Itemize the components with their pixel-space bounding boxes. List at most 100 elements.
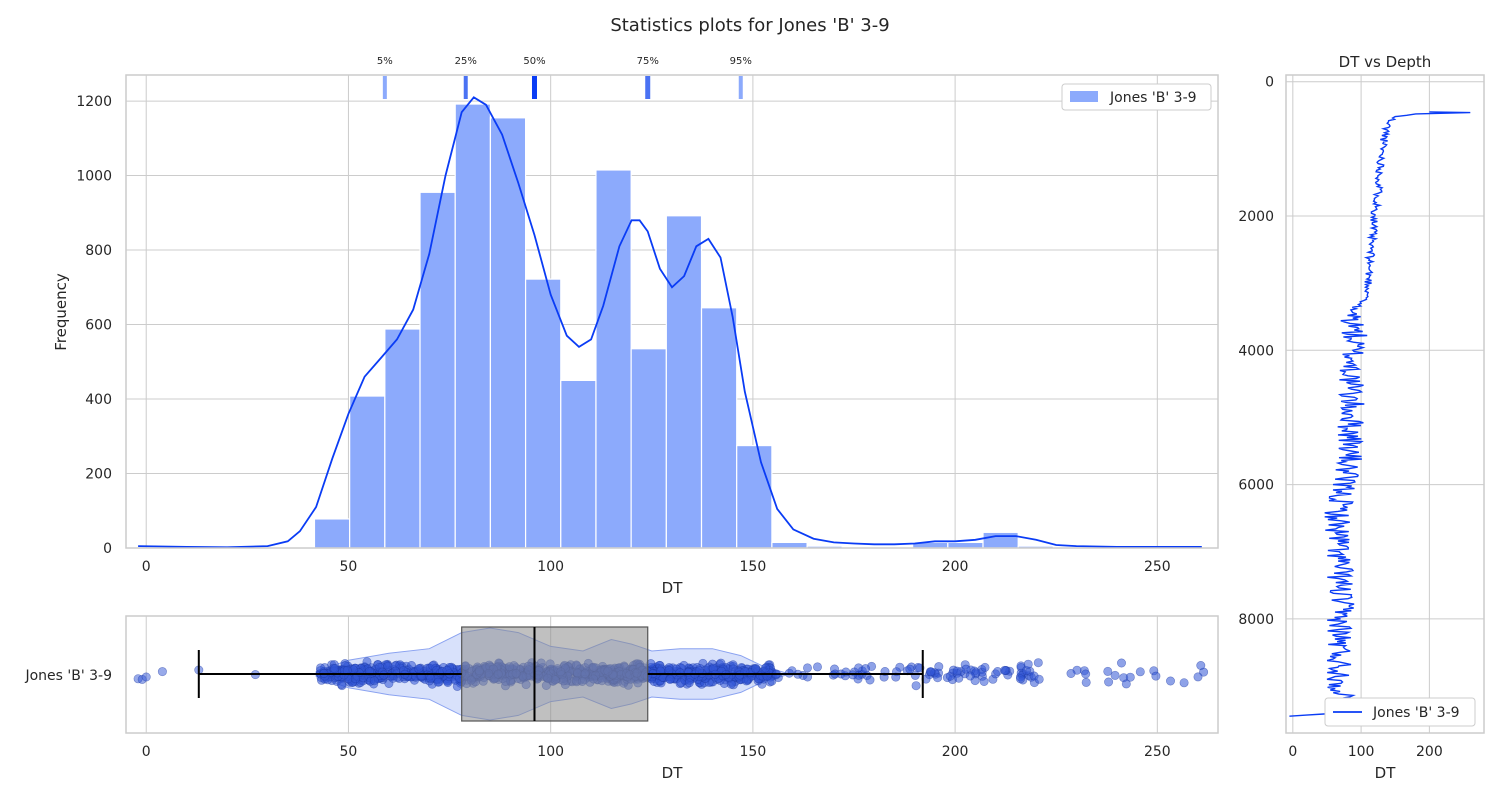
histogram-x-tick: 150 [740, 559, 767, 575]
histogram-y-tick: 1000 [76, 169, 112, 185]
histogram-bar [419, 191, 456, 549]
strip-point [433, 677, 443, 687]
strip-point [1121, 679, 1131, 689]
depth-log-line [1289, 111, 1471, 717]
depth-y-tick: 8000 [1238, 612, 1274, 628]
histogram-bar [947, 541, 984, 549]
histogram-y-tick: 400 [85, 392, 112, 408]
boxplot-panel: 0 50 100 150 200 250 Jones 'B' 3-9 DT [24, 615, 1219, 782]
strip-point [1117, 658, 1127, 668]
box-and-whiskers [197, 626, 924, 722]
percentile-marker [382, 76, 387, 99]
percentile-marker [645, 76, 651, 99]
histogram-bar [700, 307, 738, 549]
histogram-x-tick: 200 [942, 559, 969, 575]
boxplot-x-tick: 50 [340, 744, 358, 760]
strip-point [812, 662, 822, 672]
strip-point [934, 662, 944, 672]
strip-point [965, 671, 975, 681]
histogram-y-tick: 1200 [76, 94, 112, 110]
histogram-bar [384, 328, 421, 549]
strip-point [665, 674, 675, 684]
boxplot-x-label: DT [662, 764, 684, 782]
percentile-label: 5% [377, 56, 393, 67]
histogram-legend-label: Jones 'B' 3-9 [1109, 90, 1197, 106]
strip-point [1033, 658, 1043, 668]
histogram-bar [560, 379, 597, 549]
strip-point [1196, 660, 1206, 670]
histogram-y-tick: 0 [103, 541, 112, 557]
depth-x-label: DT [1375, 764, 1397, 782]
depth-x-ticks: 0 100 200 [1288, 744, 1442, 760]
strip-point [1034, 674, 1044, 684]
strip-point [1081, 669, 1091, 679]
histogram-bar [665, 215, 703, 549]
percentile-marker [463, 76, 468, 99]
depth-y-tick: 0 [1265, 75, 1274, 91]
box-iqr [461, 626, 649, 722]
depth-title: DT vs Depth [1339, 53, 1432, 71]
strip-point [369, 676, 379, 686]
depth-x-tick: 200 [1416, 744, 1443, 760]
strip-point [865, 675, 875, 685]
strip-point [933, 673, 943, 683]
histogram-legend-box [1061, 83, 1212, 111]
histogram-legend: Jones 'B' 3-9 [1061, 83, 1212, 111]
strip-point [676, 678, 686, 688]
strip-point [1125, 672, 1135, 682]
depth-legend: Jones 'B' 3-9 [1324, 697, 1476, 727]
histogram-bar [982, 531, 1019, 549]
boxplot-x-tick: 100 [537, 744, 564, 760]
strip-point [675, 668, 685, 678]
depth-x-tick: 0 [1288, 744, 1297, 760]
histogram-frame [125, 74, 1219, 549]
histogram-x-tick: 100 [537, 559, 564, 575]
strip-point [1015, 674, 1025, 684]
histogram-bar [771, 541, 808, 549]
strip-point [980, 662, 990, 672]
boxplot-frame [125, 615, 1219, 734]
strip-point [350, 674, 360, 684]
strip-point [684, 678, 694, 688]
histogram-y-tick: 800 [85, 243, 112, 259]
strip-point [911, 681, 921, 691]
percentile-marker [738, 76, 743, 99]
strip-point [910, 670, 920, 680]
strip-point [741, 676, 751, 686]
histogram-y-tick: 200 [85, 467, 112, 483]
strip-point [1166, 676, 1176, 686]
figure-title: Statistics plots for Jones 'B' 3-9 [610, 15, 889, 36]
depth-legend-box [1324, 697, 1476, 727]
histogram-x-tick: 250 [1144, 559, 1171, 575]
strip-point [336, 679, 346, 689]
strip-point [1193, 672, 1203, 682]
percentile-label: 95% [730, 56, 752, 67]
strip-point [1104, 677, 1114, 687]
histogram-panel: 5% 25% 50% 75% 95% 0 50 100 150 200 250 0 200 400 60… [52, 56, 1219, 597]
histogram-x-tick: 50 [340, 559, 358, 575]
boxplot-category-label: Jones 'B' 3-9 [24, 668, 112, 684]
depth-y-tick: 6000 [1238, 478, 1274, 494]
boxplot-x-tick: 250 [1144, 744, 1171, 760]
strip-point [1066, 668, 1076, 678]
strip-point [961, 664, 971, 674]
strip-point [979, 676, 989, 686]
percentile-label: 50% [523, 56, 545, 67]
boxplot-x-ticks: 0 50 100 150 200 250 [142, 744, 1171, 760]
strip-point [1081, 677, 1091, 687]
depth-y-tick: 2000 [1238, 209, 1274, 225]
strip-point [1023, 659, 1033, 669]
depth-panel: 0 100 200 0 2000 4000 6000 8000 DT vs Depth DT… [1238, 53, 1485, 782]
depth-gridlines [1286, 75, 1484, 733]
strip-point [760, 663, 770, 673]
depth-x-tick: 100 [1348, 744, 1375, 760]
strip-point-outlier [141, 672, 151, 682]
depth-y-tick: 4000 [1238, 343, 1274, 359]
percentile-label: 25% [455, 56, 477, 67]
histogram-bar [736, 444, 773, 549]
depth-frame [1285, 74, 1485, 734]
strip-point [802, 663, 812, 673]
boxplot-x-tick: 0 [142, 744, 151, 760]
strip-point [330, 664, 340, 674]
percentile-label: 75% [637, 56, 659, 67]
